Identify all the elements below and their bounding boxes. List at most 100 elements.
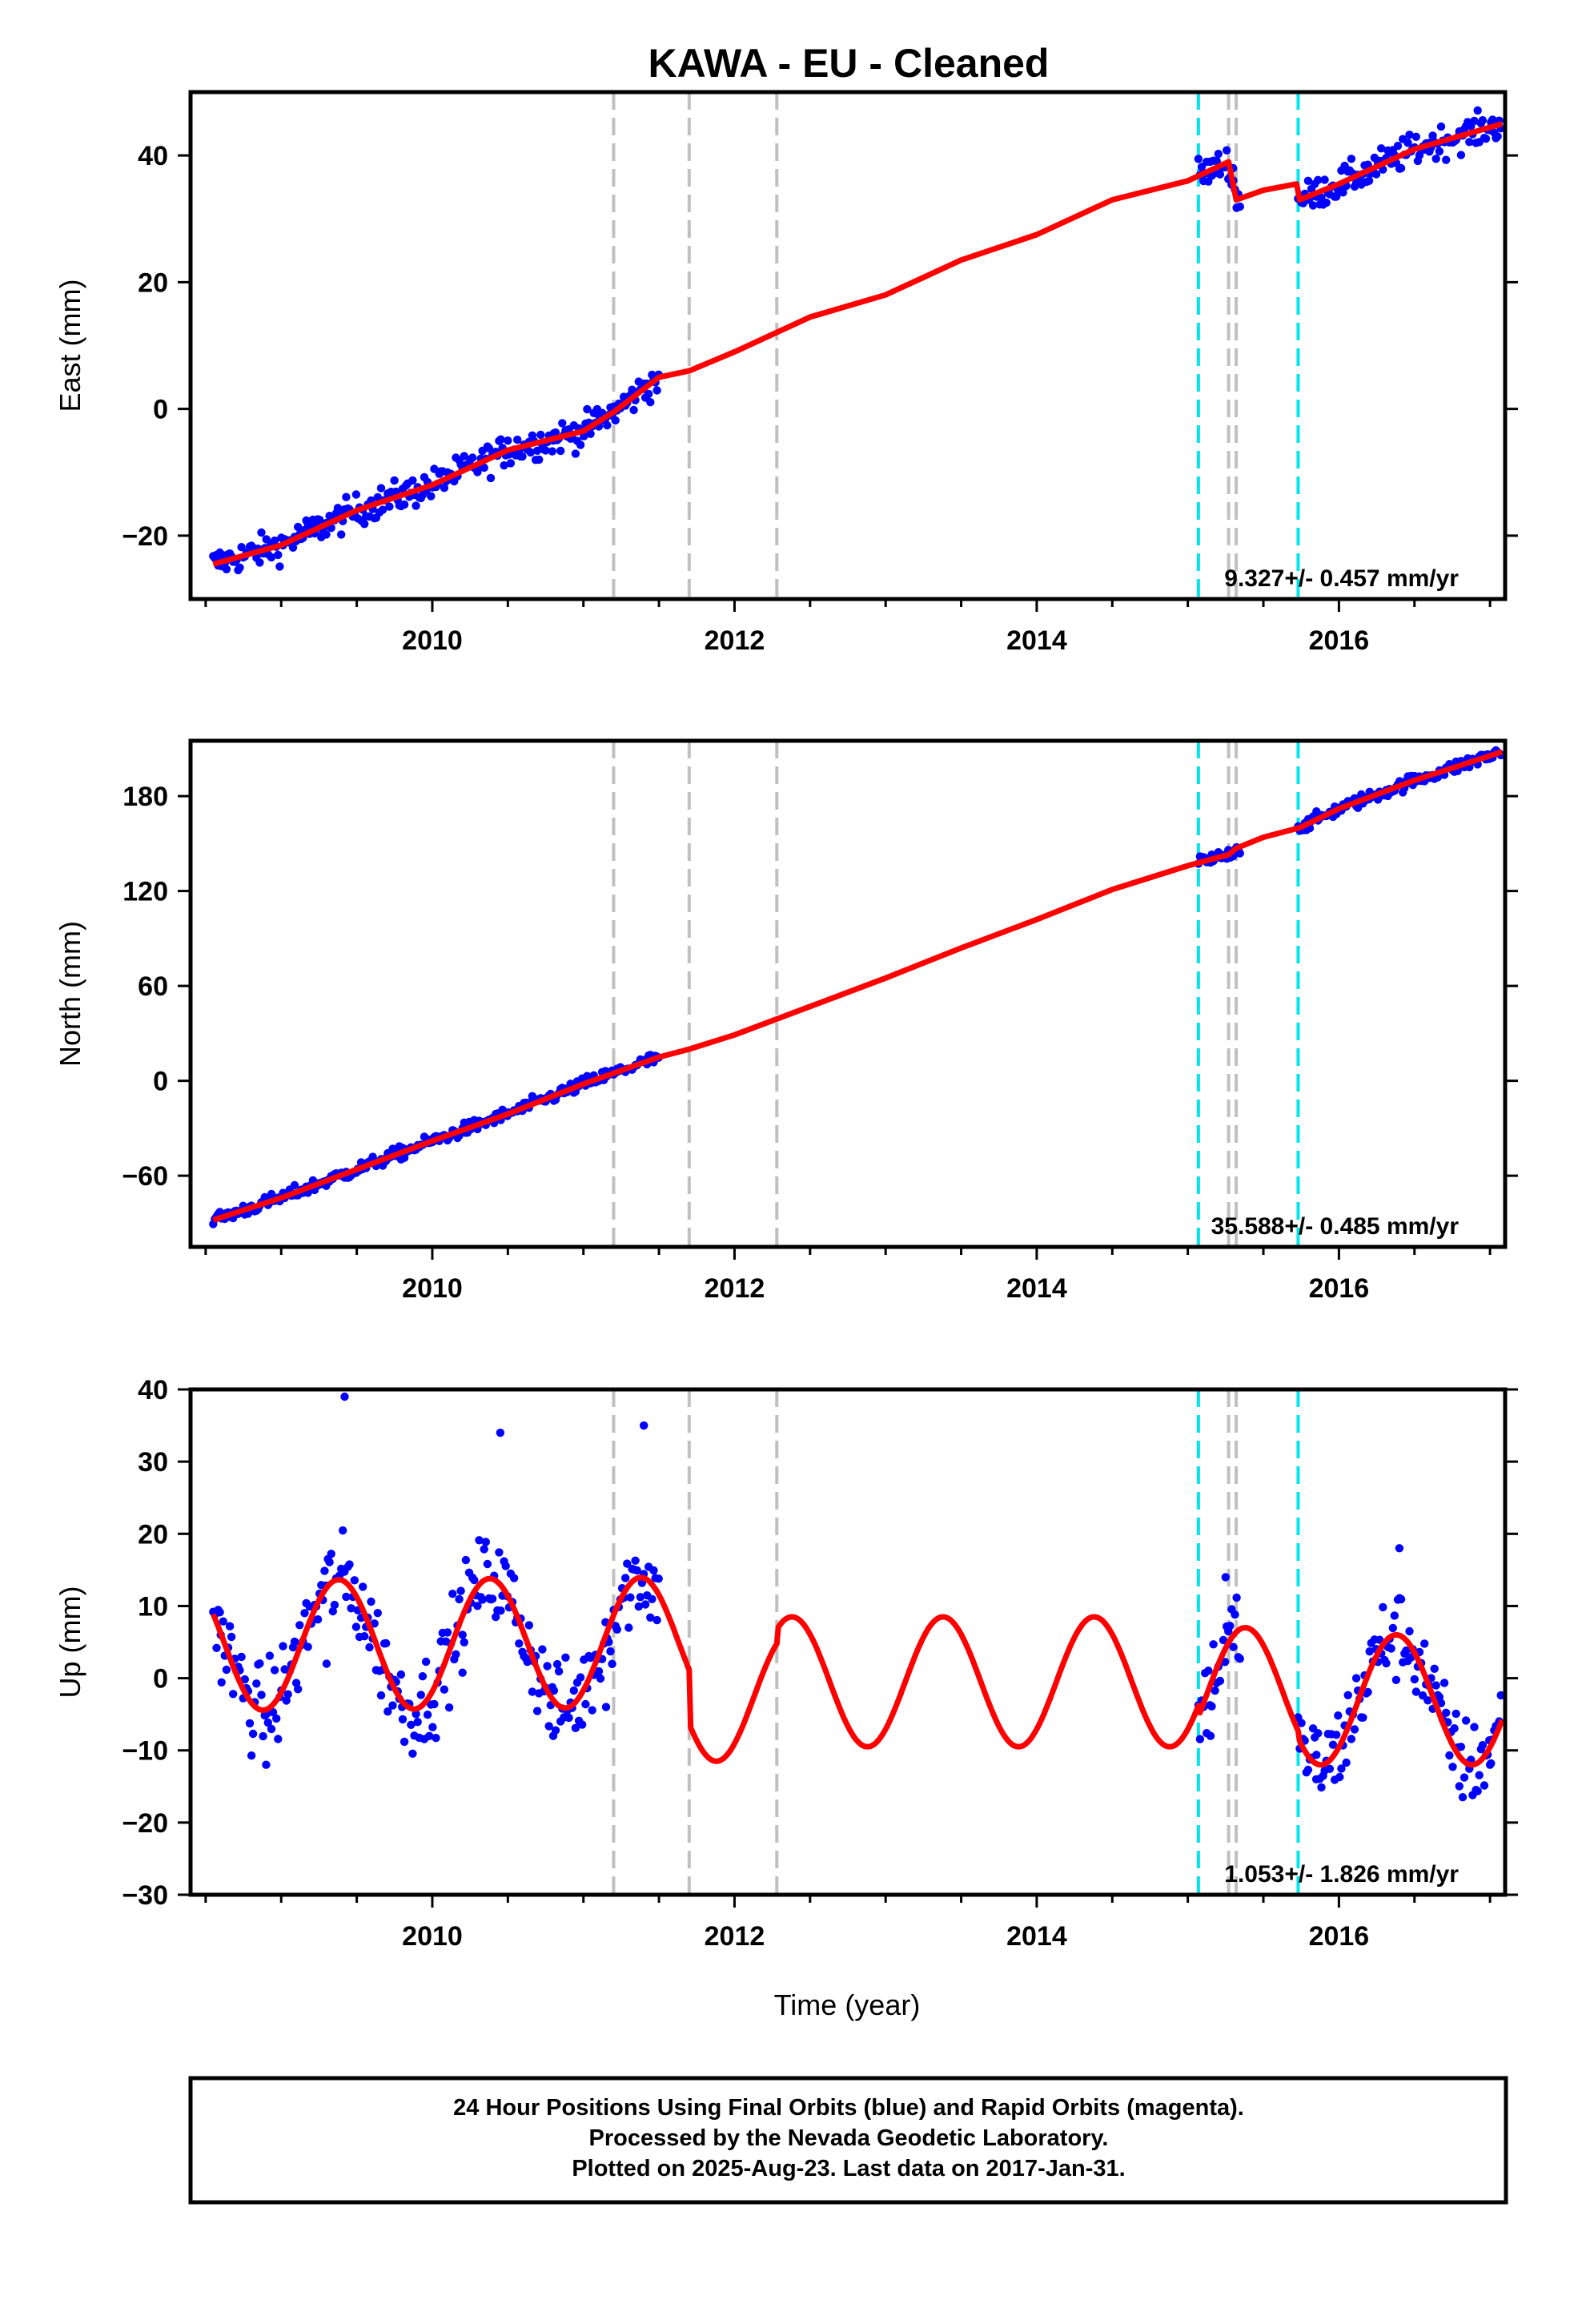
data-point (548, 447, 556, 456)
data-point (621, 1574, 630, 1582)
data-point (492, 1612, 500, 1622)
data-point (1402, 1646, 1411, 1655)
data-point (345, 1560, 354, 1569)
plot-frame (188, 1387, 1508, 1897)
data-point (337, 530, 346, 539)
data-point (1235, 1655, 1245, 1663)
data-point (443, 1628, 452, 1637)
data-point (263, 1718, 272, 1727)
data-point (295, 1621, 304, 1630)
data-point (1450, 1724, 1459, 1733)
data-point (1423, 1696, 1432, 1705)
data-point (1339, 188, 1347, 197)
data-point (1470, 1723, 1479, 1731)
data-point (486, 473, 496, 483)
data-point (1473, 1787, 1482, 1795)
data-point (558, 419, 567, 428)
data-point (458, 1630, 467, 1639)
data-point (440, 1685, 449, 1694)
data-point (1308, 201, 1318, 210)
data-point (460, 452, 468, 460)
data-point (290, 1180, 299, 1190)
data-point (255, 1659, 264, 1668)
data-point (416, 1691, 425, 1699)
y-tick-label: 10 (138, 1591, 168, 1622)
data-point (282, 1696, 291, 1705)
data-point (330, 1600, 339, 1610)
data-point (359, 1582, 367, 1591)
data-point (532, 446, 542, 455)
data-point (629, 405, 638, 415)
data-point (1436, 122, 1446, 131)
data-point (596, 1674, 605, 1683)
data-point (1411, 1687, 1421, 1696)
x-axis-label: Time (year) (774, 1988, 921, 2021)
data-point (538, 1645, 547, 1654)
data-point (1478, 1741, 1488, 1750)
data-point (1452, 1709, 1460, 1719)
data-point (569, 1686, 578, 1695)
data-point (456, 1586, 465, 1595)
data-point (556, 446, 565, 456)
x-tick-label: 2010 (402, 625, 463, 656)
x-tick-label: 2014 (1006, 625, 1067, 656)
data-point (373, 493, 382, 502)
data-point (1388, 1623, 1398, 1633)
data-point (1365, 1647, 1374, 1656)
data-point (408, 1749, 417, 1758)
data-point (229, 1690, 238, 1699)
data-point (423, 1711, 432, 1719)
y-tick-label: −60 (122, 1161, 168, 1192)
data-point (1206, 1731, 1215, 1740)
data-point (1317, 193, 1326, 202)
data-point (215, 1608, 224, 1617)
data-point (475, 1536, 484, 1545)
data-point (496, 1606, 505, 1615)
data-point (495, 1548, 504, 1557)
data-point (270, 1666, 279, 1675)
data-point (222, 1665, 231, 1675)
y-axis-label: Up (mm) (54, 1586, 86, 1699)
data-point (541, 446, 550, 455)
data-point (500, 461, 508, 470)
data-point (601, 1703, 611, 1711)
data-point (588, 1706, 596, 1715)
data-point (217, 1678, 226, 1687)
data-point (428, 1723, 437, 1731)
data-point (1431, 155, 1440, 163)
data-point (581, 1699, 590, 1709)
data-point (322, 530, 331, 539)
data-point (1219, 1635, 1228, 1645)
data-point (483, 1559, 492, 1569)
data-point (1379, 1602, 1387, 1612)
data-point (339, 1526, 347, 1535)
data-point (1431, 1681, 1440, 1690)
data-point (549, 1686, 559, 1695)
data-point (267, 1724, 276, 1734)
data-point (1435, 147, 1444, 156)
data-point (1395, 1544, 1404, 1553)
data-point (1364, 176, 1374, 185)
plot-frame (188, 90, 1508, 601)
data-point (524, 1621, 533, 1630)
data-point (300, 1609, 309, 1618)
data-point (1328, 1740, 1338, 1749)
data-point (1311, 1775, 1321, 1783)
data-point (408, 476, 417, 485)
data-point (468, 453, 477, 462)
data-point (623, 1559, 632, 1568)
data-point (1428, 131, 1437, 140)
rate-label: 1.053+/- 1.826 mm/yr (1224, 1861, 1459, 1888)
x-tick-label: 2010 (402, 1921, 463, 1952)
data-point (1363, 1687, 1372, 1697)
data-point (478, 1595, 487, 1604)
data-point (548, 1731, 558, 1740)
data-point (400, 1737, 409, 1747)
x-tick-label: 2012 (705, 1921, 765, 1952)
data-point (367, 1597, 375, 1606)
data-point (1197, 163, 1207, 171)
data-point (652, 1615, 661, 1625)
data-point (1343, 1691, 1352, 1699)
data-point (245, 1719, 255, 1728)
data-point (586, 429, 595, 438)
